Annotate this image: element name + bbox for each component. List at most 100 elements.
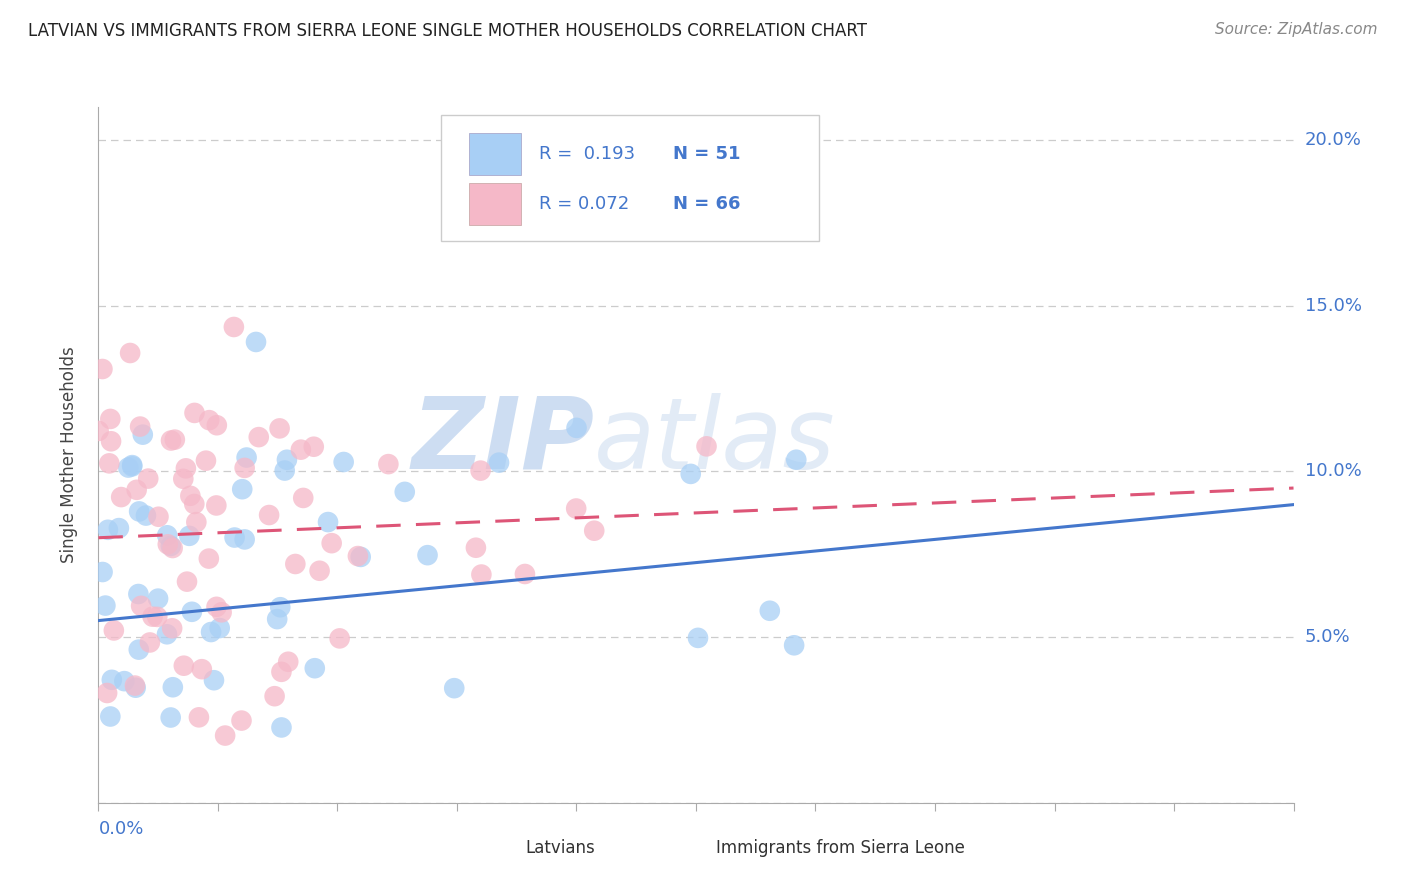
Point [124, 681, 146, 695]
Point [266, 612, 288, 626]
Point [350, 549, 373, 564]
Point [91, 362, 114, 376]
FancyBboxPatch shape [470, 133, 522, 175]
Point [129, 419, 152, 434]
Point [302, 440, 325, 454]
Point [394, 484, 416, 499]
Point [121, 459, 143, 474]
Point [180, 605, 202, 619]
Point [224, 531, 246, 545]
Point [160, 434, 183, 448]
Point [785, 452, 807, 467]
Point [377, 457, 399, 471]
Point [128, 504, 150, 518]
Point [783, 638, 806, 652]
Point [156, 528, 179, 542]
Point [270, 665, 292, 679]
Text: atlas: atlas [595, 392, 837, 490]
Text: ZIP: ZIP [412, 392, 595, 490]
Text: 20.0%: 20.0% [1305, 131, 1361, 149]
Point [163, 433, 186, 447]
Point [292, 491, 315, 505]
Point [513, 566, 536, 581]
Text: 15.0%: 15.0% [1305, 297, 1361, 315]
Point [179, 489, 201, 503]
Point [97, 523, 120, 537]
Point [263, 689, 285, 703]
Point [179, 529, 201, 543]
Point [274, 464, 297, 478]
Point [679, 467, 702, 481]
Point [98, 412, 121, 426]
Point [162, 541, 184, 555]
Text: Immigrants from Sierra Leone: Immigrants from Sierra Leone [716, 839, 965, 857]
Point [159, 710, 181, 724]
Point [101, 673, 124, 687]
Point [211, 605, 233, 619]
Point [121, 458, 143, 472]
Point [132, 427, 155, 442]
Point [284, 557, 307, 571]
Point [191, 662, 214, 676]
FancyBboxPatch shape [470, 183, 522, 226]
Point [233, 461, 256, 475]
Point [257, 508, 280, 522]
Point [87, 424, 110, 438]
Point [332, 455, 354, 469]
Point [112, 674, 135, 689]
Point [186, 515, 208, 529]
Point [270, 721, 292, 735]
Point [94, 599, 117, 613]
Point [214, 729, 236, 743]
Point [136, 472, 159, 486]
Point [110, 490, 132, 504]
Point [443, 681, 465, 695]
Point [176, 574, 198, 589]
Point [98, 456, 121, 470]
Text: R = 0.072: R = 0.072 [540, 195, 630, 213]
Point [231, 714, 253, 728]
Point [304, 661, 326, 675]
Point [200, 625, 222, 640]
Point [205, 499, 228, 513]
Point [91, 565, 114, 579]
Point [464, 541, 486, 555]
Text: R =  0.193: R = 0.193 [540, 145, 636, 163]
Point [565, 501, 588, 516]
Text: Source: ZipAtlas.com: Source: ZipAtlas.com [1215, 22, 1378, 37]
Point [235, 450, 257, 465]
Point [183, 406, 205, 420]
Point [194, 453, 217, 467]
Point [159, 539, 181, 553]
Point [269, 421, 291, 435]
Point [103, 624, 125, 638]
Point [696, 439, 718, 453]
Point [96, 686, 118, 700]
Point [269, 600, 291, 615]
Point [173, 658, 195, 673]
Point [117, 460, 139, 475]
Point [98, 709, 121, 723]
Point [162, 680, 184, 694]
Text: 10.0%: 10.0% [1305, 462, 1361, 481]
Y-axis label: Single Mother Households: Single Mother Households [59, 347, 77, 563]
Text: 5.0%: 5.0% [1305, 628, 1350, 646]
Point [308, 564, 330, 578]
Point [470, 567, 492, 582]
Point [208, 621, 231, 635]
FancyBboxPatch shape [685, 838, 710, 858]
Point [233, 533, 256, 547]
Point [247, 430, 270, 444]
Text: N = 66: N = 66 [673, 195, 741, 213]
Point [470, 464, 492, 478]
Point [205, 418, 228, 433]
Point [202, 673, 225, 688]
Point [198, 413, 221, 427]
Point [277, 655, 299, 669]
Point [108, 521, 131, 535]
Point [128, 642, 150, 657]
Point [160, 621, 183, 635]
Point [231, 482, 253, 496]
Point [488, 456, 510, 470]
Point [565, 421, 588, 435]
